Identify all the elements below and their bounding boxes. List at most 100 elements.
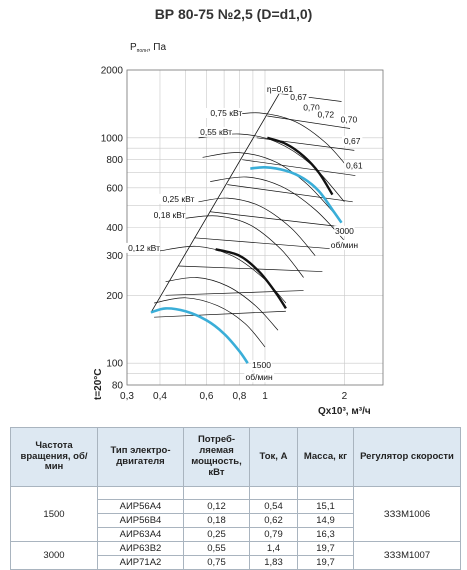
fan-line [210,211,348,228]
table-header-row: Частота вращения, об/мин Тип электро-дви… [10,427,461,487]
fan-line [267,115,351,129]
x-tick-label: 0,6 [199,391,213,402]
cell-current: 0,79 [249,527,298,542]
power-label: 0,75 кВт [210,108,242,118]
power-arc [224,112,351,171]
x-tick-labels: 0,3 0,4 0,6 0,8 1 2 [120,391,348,402]
x-tick-label: 0,8 [232,391,246,402]
efficiency-label: η=0,61 [267,84,294,94]
series-line [250,165,343,224]
y-axis-label-sub: полн [137,48,148,54]
boundary-line [150,88,283,313]
y-tick-label: 1000 [101,133,124,144]
header-power: Потреб-ляемая мощность, кВт [183,427,250,487]
y-tick-label: 2000 [101,66,124,77]
annotations: 0,75 кВт 0,55 кВт 0,25 кВт 0,18 кВт 0,12 кВт… [121,83,365,383]
performance-chart: 0,3 0,4 0,6 0,8 1 2 80 100 200 300 400 600 800 1000 2… [93,42,384,417]
cell-speed-1500: 1500 [10,486,98,542]
power-label: 0,18 кВт [154,210,186,220]
power-arc [159,245,287,304]
table-row: АИР56А4 0,12 0,54 15,1 [11,499,461,514]
table-row: 3000 АИР63В2 0,55 1,4 19,7 ЗЗЗМ1007 [10,541,461,570]
cell-current: 0,62 [249,513,298,528]
cell-mass: 14,9 [297,513,354,528]
power-arc [202,152,339,219]
speed-label: об/мин [245,372,273,382]
cell-motor: АИР56В4 [97,513,184,528]
cell-power: 0,25 [183,527,250,542]
cell-motor: АИР71А2 [97,555,184,570]
header-mass: Масса, кг [297,427,354,487]
fan-line [165,290,304,296]
temperature-label: t=20°C [93,368,104,400]
y-axis-label-main: P [130,42,137,53]
spec-table: Частота вращения, об/мин Тип электро-дви… [10,427,461,570]
operating-curve [266,136,334,196]
speed-label: 3000 [335,226,354,236]
power-label: 0,25 кВт [162,194,194,204]
y-tick-label: 800 [106,155,123,166]
efficiency-label: 0,67 [344,136,361,146]
y-tick-label: 300 [106,251,123,262]
cell-regulator-1007: ЗЗЗМ1007 [353,541,461,570]
table-row: АИР63А4 0,25 0,79 16,3 [11,527,461,542]
fan-line [154,310,286,318]
cell-motor: АИР63В2 [97,541,184,556]
x-tick-label: 1 [262,391,268,402]
cell-mass: 19,7 [297,555,354,570]
cell-current: 1,83 [249,555,298,570]
chart-title: ВР 80-75 №2,5 (D=d1,0) [154,6,313,22]
y-tick-label: 400 [106,223,123,234]
x-tick-label: 0,4 [153,391,167,402]
x-tick-label: 0,3 [120,391,134,402]
power-arc [185,215,304,278]
cell-current: 1,4 [249,541,298,556]
fan-line [194,237,339,250]
y-tick-labels: 80 100 200 300 400 600 800 1000 2000 [101,66,124,392]
power-arc [210,176,345,241]
cell-speed-3000: 3000 [10,541,98,570]
cell-power: 0,12 [183,499,250,514]
cell-mass: 19,7 [297,541,354,556]
cell-mass: 16,3 [297,527,354,542]
power-arc [198,197,316,256]
cell-power: 0,55 [183,541,250,556]
fan-line [227,184,353,203]
cell-mass: 15,1 [297,499,354,514]
power-arc [154,297,266,348]
operating-curves [215,136,334,310]
cell-power: 0,18 [183,513,250,528]
y-tick-label: 600 [106,183,123,194]
series-layer [150,165,343,364]
efficiency-label: 0,72 [318,110,335,120]
power-label: 0,12 кВт [128,243,160,253]
x-axis-label: Qx10³, м³/ч [318,406,371,417]
plot-frame [126,69,384,386]
header-regulator: Регулятор скорости [353,427,461,487]
cell-regulator-1006: ЗЗЗМ1006 [353,486,461,542]
y-tick-label: 200 [106,291,123,302]
efficiency-label: 0,67 [290,92,307,102]
power-label: 0,55 кВт [200,127,232,137]
cell-current: 0,54 [249,499,298,514]
speed-label: 1500 [252,360,271,370]
table-row: АИР71А2 0,75 1,83 19,7 [11,555,461,570]
efficiency-label: 0,61 [346,161,363,171]
cell-motor: АИР56А4 [97,499,184,514]
y-axis-label: Pполн, Па [130,42,166,54]
y-tick-label: 80 [112,381,124,392]
series-line [150,307,249,364]
header-current: Ток, А [249,427,298,487]
cell-motor: АИР63А4 [97,527,184,542]
efficiency-fan-lines [150,88,356,318]
efficiency-label: 0,70 [341,114,358,124]
x-tick-label: 2 [342,391,348,402]
table-spacer-row: 1500 ЗЗЗМ1006 [10,486,461,542]
efficiency-label: 0,70 [303,103,320,113]
header-speed: Частота вращения, об/мин [10,427,98,487]
y-tick-label: 100 [106,359,123,370]
header-motor: Тип электро-двигателя [97,427,184,487]
fan-line [242,159,356,176]
fan-line [178,265,323,272]
cell-power: 0,75 [183,555,250,570]
